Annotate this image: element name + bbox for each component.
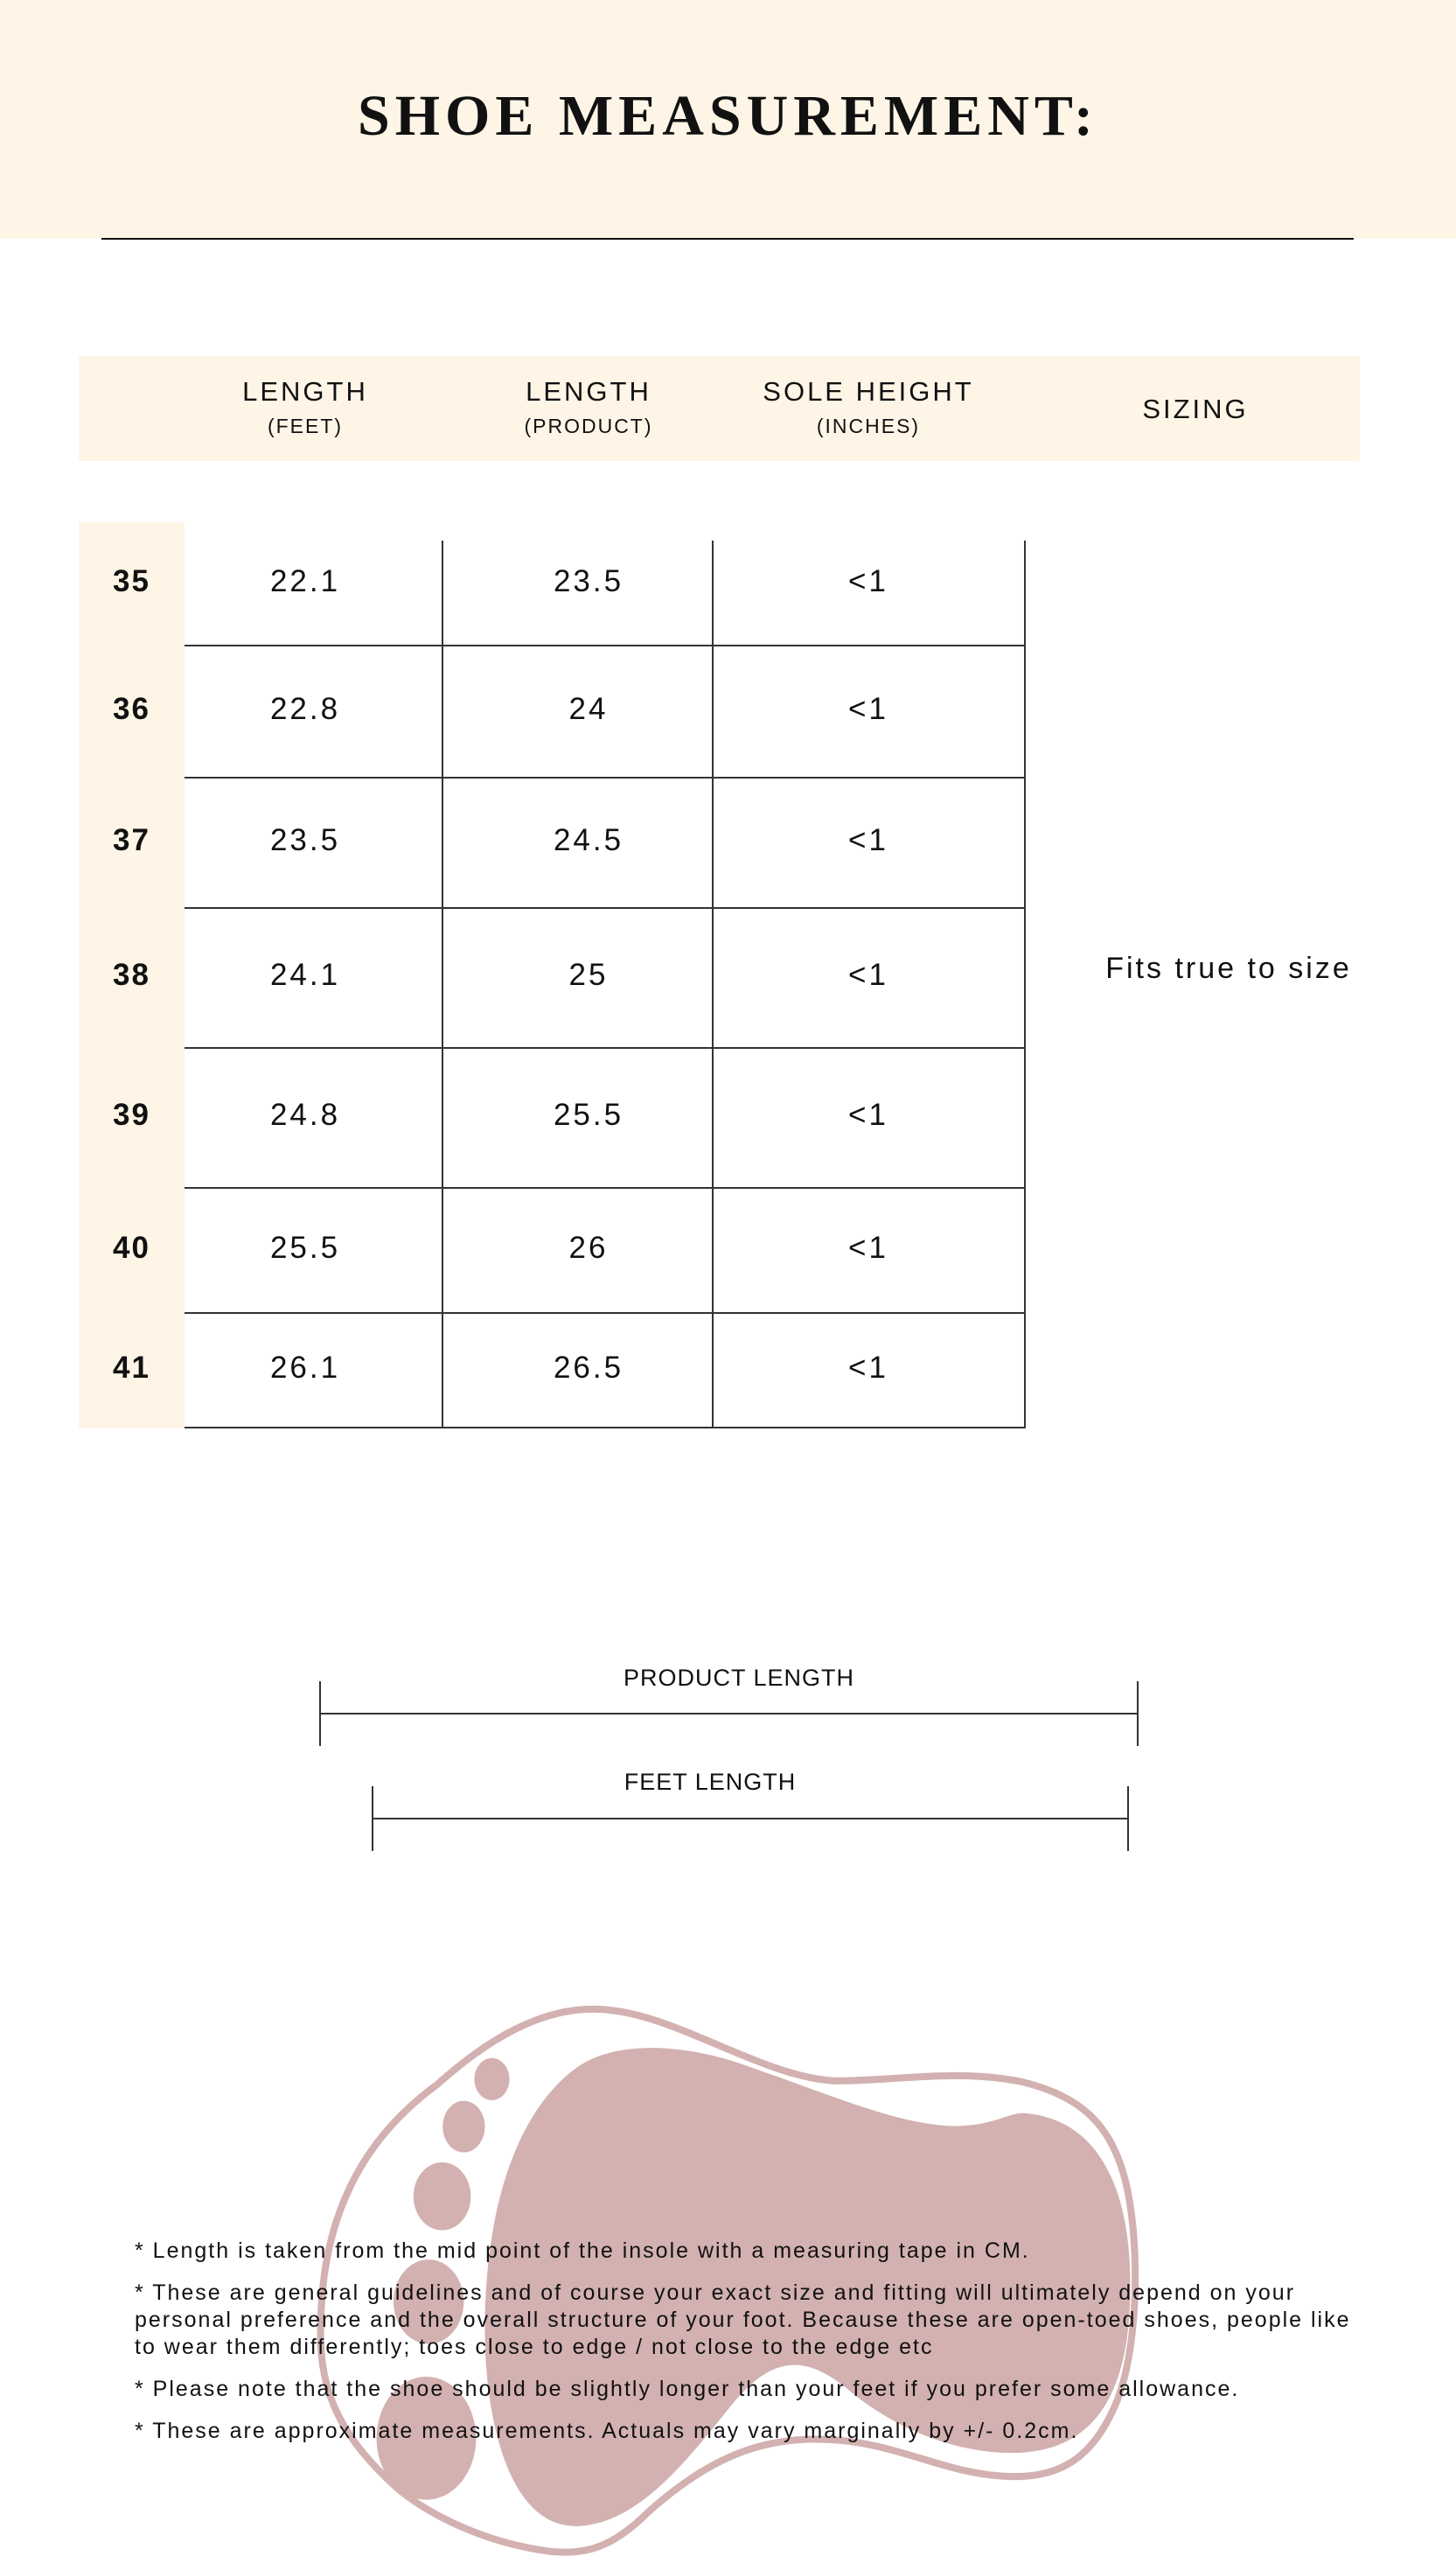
toe (474, 2057, 510, 2100)
toe (442, 2100, 485, 2153)
cell-product: 26.5 (553, 1351, 624, 1385)
cell-feet: 24.1 (269, 958, 341, 992)
size-label: 35 (113, 564, 150, 598)
page-title: SHOE MEASUREMENT: (357, 84, 1098, 148)
header-sole-height: SOLE HEIGHT (INCHES) (763, 376, 974, 437)
product-length-label: PRODUCT LENGTH (623, 1665, 855, 1691)
product-length-line (320, 1713, 1138, 1714)
cell-sole: <1 (848, 1098, 888, 1132)
row-divider (185, 645, 1026, 646)
row-divider (185, 1047, 1026, 1049)
cell-product: 26 (568, 1230, 609, 1265)
size-label: 36 (113, 691, 150, 726)
header-length-feet: LENGTH (FEET) (242, 376, 368, 437)
cell-sole: <1 (848, 1351, 888, 1385)
size-label: 40 (113, 1230, 150, 1265)
note: * Length is taken from the mid point of … (135, 2238, 1030, 2263)
cell-sole: <1 (848, 822, 888, 857)
cell-product: 25 (568, 958, 609, 992)
cell-feet: 22.8 (269, 691, 341, 726)
feet-length-label: FEET LENGTH (624, 1769, 797, 1795)
divider (101, 238, 1354, 240)
foot-sole-shape (484, 2048, 1131, 2526)
cell-feet: 23.5 (269, 822, 341, 857)
header-length-product: LENGTH (PRODUCT) (524, 376, 653, 437)
cell-feet: 26.1 (269, 1351, 341, 1385)
row-divider (185, 907, 1026, 909)
size-label: 38 (113, 958, 150, 992)
size-column-band (79, 522, 185, 1428)
size-label: 37 (113, 822, 150, 857)
row-divider (185, 1427, 1026, 1428)
size-label: 39 (113, 1098, 150, 1132)
toe (394, 2259, 464, 2344)
cell-sole: <1 (848, 1230, 888, 1265)
footprint-illustration (317, 2005, 1139, 2556)
cell-feet: 22.1 (269, 564, 341, 598)
row-divider (185, 777, 1026, 779)
column-divider (1024, 541, 1026, 1428)
header-band (0, 0, 1456, 239)
column-divider (712, 541, 714, 1428)
note: * Please note that the shoe should be sl… (135, 2377, 1240, 2401)
column-divider (442, 541, 443, 1428)
dimension-tick (1137, 1681, 1139, 1746)
big-toe (376, 2377, 477, 2500)
size-label: 41 (113, 1351, 150, 1385)
row-divider (185, 1187, 1026, 1189)
note: * These are general guidelines and of co… (135, 2280, 1351, 2359)
table-header-band (79, 356, 1360, 461)
cell-product: 24.5 (553, 822, 624, 857)
cell-sole: <1 (848, 691, 888, 726)
row-divider (185, 1312, 1026, 1314)
notes: * Length is taken from the mid point of … (135, 2238, 1429, 2460)
cell-product: 25.5 (553, 1098, 624, 1132)
dimension-tick (1127, 1786, 1129, 1851)
note: * These are approximate measurements. Ac… (135, 2419, 1079, 2443)
cell-sole: <1 (848, 958, 888, 992)
cell-product: 23.5 (553, 564, 624, 598)
header-sizing: SIZING (1142, 394, 1249, 424)
toe (413, 2161, 471, 2231)
sizing-note: Fits true to size (1105, 952, 1352, 985)
insole-outline (317, 2005, 1139, 2556)
cell-product: 24 (568, 691, 609, 726)
cell-feet: 25.5 (269, 1230, 341, 1265)
cell-sole: <1 (848, 564, 888, 598)
cell-feet: 24.8 (269, 1098, 341, 1132)
feet-length-line (373, 1818, 1128, 1819)
